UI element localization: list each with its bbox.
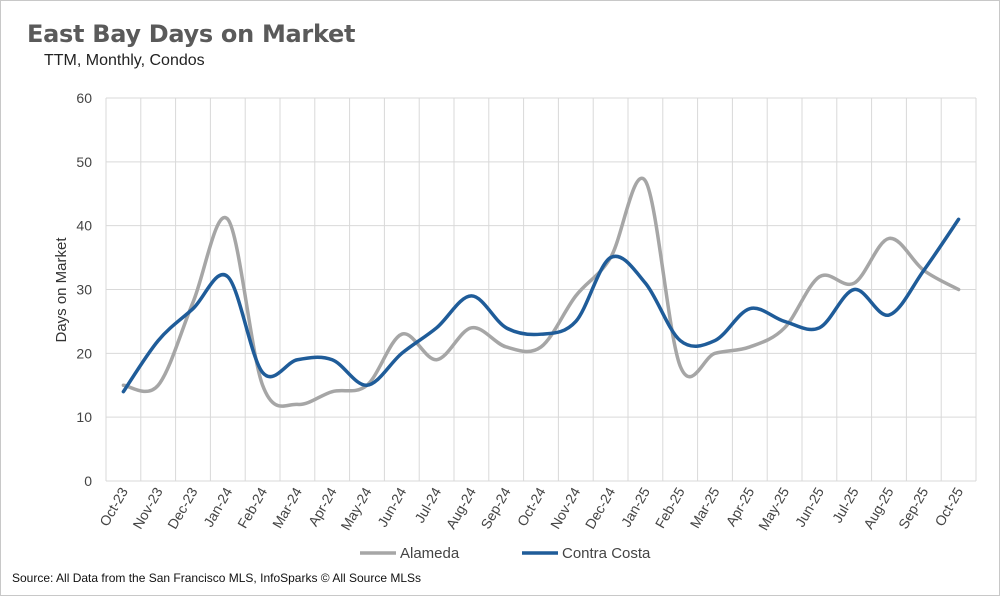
x-tick-label: Feb-25 xyxy=(652,484,688,531)
gridlines xyxy=(105,97,977,482)
y-tick-label: 30 xyxy=(76,282,92,298)
legend-label: Contra Costa xyxy=(562,545,651,562)
chart-title: East Bay Days on Market xyxy=(27,20,356,48)
x-tick-label: Oct-24 xyxy=(514,484,549,529)
x-tick-label: Dec-23 xyxy=(164,484,201,531)
series-line-alameda xyxy=(121,176,961,408)
y-tick-label: 40 xyxy=(76,218,92,234)
x-tick-label: Apr-24 xyxy=(305,484,340,529)
legend: Alameda Contra Costa xyxy=(360,545,651,562)
x-tick-label: May-24 xyxy=(337,484,374,533)
x-tick-label: Apr-25 xyxy=(723,484,758,529)
x-tick-label: Dec-24 xyxy=(582,484,619,531)
chart-subtitle: TTM, Monthly, Condos xyxy=(44,52,205,69)
x-tick-label: Jun-24 xyxy=(374,484,409,529)
y-tick-label: 20 xyxy=(76,345,92,361)
x-tick-label: Aug-24 xyxy=(443,484,480,531)
x-tick-label: Mar-25 xyxy=(687,484,723,531)
x-tick-label: Jun-25 xyxy=(792,484,827,529)
y-axis-title: Days on Market xyxy=(53,237,70,343)
x-tick-label: Oct-25 xyxy=(931,484,966,529)
series-line-contra-costa xyxy=(121,217,961,394)
x-tick-label: Feb-24 xyxy=(234,484,270,531)
x-tick-label: Jan-24 xyxy=(200,484,235,529)
series-lines xyxy=(121,176,961,408)
source-note: Source: All Data from the San Francisco … xyxy=(12,571,422,585)
y-tick-label: 60 xyxy=(76,90,92,106)
legend-label: Alameda xyxy=(400,545,460,562)
y-tick-label: 50 xyxy=(76,154,92,170)
x-tick-label: Jul-24 xyxy=(411,484,444,525)
x-tick-label: Sep-25 xyxy=(895,484,932,531)
y-tick-label: 10 xyxy=(76,409,92,425)
x-tick-label: May-25 xyxy=(755,484,792,533)
x-tick-label: Jul-25 xyxy=(829,484,862,525)
x-tick-label: Aug-25 xyxy=(860,484,897,531)
x-tick-label: Sep-24 xyxy=(477,484,514,531)
x-tick-label: Nov-23 xyxy=(129,484,166,531)
x-tick-label: Mar-24 xyxy=(269,484,305,531)
x-tick-label: Nov-24 xyxy=(547,484,584,531)
y-tick-labels: 0 10 20 30 40 50 60 xyxy=(76,90,92,489)
y-tick-label: 0 xyxy=(84,473,92,489)
x-tick-label: Jan-25 xyxy=(618,484,653,529)
x-tick-label: Oct-23 xyxy=(96,484,131,529)
